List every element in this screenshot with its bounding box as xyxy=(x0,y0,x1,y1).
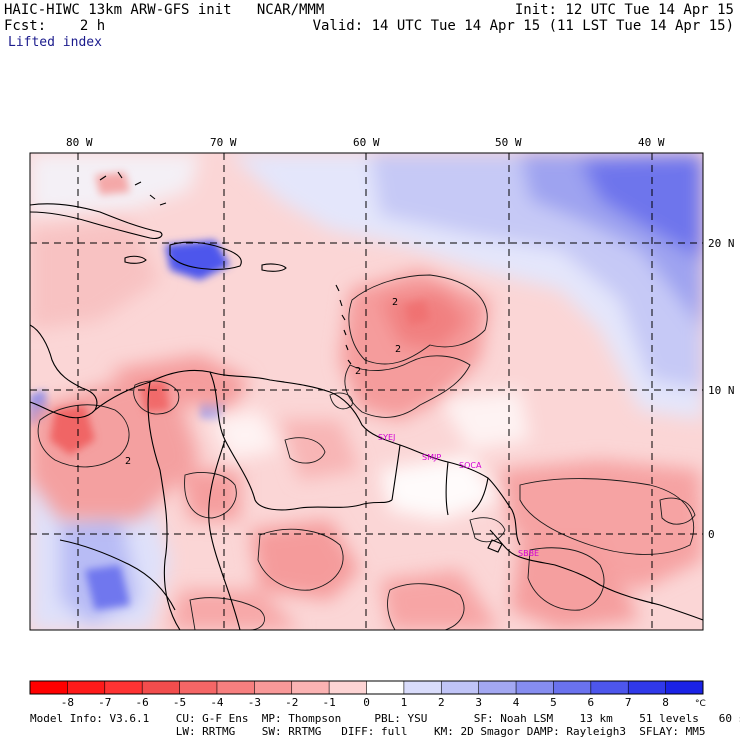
colorbar-tick-label: -8 xyxy=(61,696,74,709)
colorbar-swatch xyxy=(216,681,255,694)
colorbar-tick-label: 3 xyxy=(475,696,482,709)
lon-label-80w: 80 W xyxy=(66,136,93,149)
station-sbbe: SBBE xyxy=(518,549,539,558)
colorbar-swatch xyxy=(441,681,480,694)
colorbar: -8 -7 -6 -5 -4 -3 -2 -1 0 1 2 3 4 5 6 7 8 °C xyxy=(29,680,706,709)
contour-label: 2 xyxy=(355,366,361,377)
colorbar-swatch xyxy=(30,681,68,694)
forecast-hour: Fcst: 2 h xyxy=(4,18,106,34)
contour-label: 2 xyxy=(395,344,401,355)
colorbar-tick-label: 8 xyxy=(662,696,669,709)
colorbar-tick-label: -3 xyxy=(248,696,261,709)
station-smjp: SMJP xyxy=(422,453,441,462)
map-frame xyxy=(29,152,704,631)
colorbar-swatch xyxy=(403,681,442,694)
map-field xyxy=(30,153,703,630)
colorbar-tick-label: 0 xyxy=(363,696,370,709)
colorbar-swatch xyxy=(665,681,704,694)
colorbar-swatch xyxy=(478,681,517,694)
colorbar-tick-label: -4 xyxy=(210,696,224,709)
colorbar-tick-label: -7 xyxy=(98,696,111,709)
lat-label-20n: 20 N xyxy=(708,237,735,250)
colorbar-swatch xyxy=(142,681,181,694)
station-syej: SYEJ xyxy=(378,433,395,442)
colorbar-swatch xyxy=(104,681,143,694)
lon-label-50w: 50 W xyxy=(495,136,522,149)
model-info-line-1: Model Info: V3.6.1 CU: G-F Ens MP: Thomp… xyxy=(30,712,740,725)
colorbar-swatch xyxy=(628,681,667,694)
colorbar-swatch xyxy=(366,681,405,694)
colorbar-tick-label: 5 xyxy=(550,696,557,709)
colorbar-tick-label: 1 xyxy=(401,696,408,709)
colorbar-tick-label: 2 xyxy=(438,696,445,709)
station-soca: SOCA xyxy=(459,461,482,470)
colorbar-tick-label: -1 xyxy=(322,696,335,709)
field-name: Lifted index xyxy=(8,35,102,50)
valid-time: Valid: 14 UTC Tue 14 Apr 15 (11 LST Tue … xyxy=(312,18,734,34)
lat-label-eq: 0 xyxy=(708,528,715,541)
colorbar-swatch xyxy=(254,681,293,694)
colorbar-tick-label: -2 xyxy=(285,696,298,709)
contour-label: 2 xyxy=(392,297,398,308)
lon-label-70w: 70 W xyxy=(210,136,237,149)
contour-label: 2 xyxy=(125,456,131,467)
colorbar-swatch xyxy=(291,681,330,694)
colorbar-swatch xyxy=(329,681,367,694)
colorbar-swatch xyxy=(590,681,629,694)
lon-label-60w: 60 W xyxy=(353,136,380,149)
colorbar-tick-label: 6 xyxy=(588,696,595,709)
model-info-line-2: LW: RRTMG SW: RRTMG DIFF: full KM: 2D Sm… xyxy=(30,725,706,738)
colorbar-swatch xyxy=(67,681,106,694)
colorbar-tick-label: -5 xyxy=(173,696,186,709)
colorbar-swatch xyxy=(516,681,554,694)
colorbar-tick-label: -6 xyxy=(136,696,149,709)
model-title: HAIC-HIWC 13km ARW-GFS init NCAR/MMM xyxy=(4,2,325,18)
lon-label-40w: 40 W xyxy=(638,136,665,149)
init-time: Init: 12 UTC Tue 14 Apr 15 xyxy=(514,2,734,18)
colorbar-swatch xyxy=(179,681,218,694)
lat-label-10n: 10 N xyxy=(708,384,735,397)
colorbar-tick-label: 7 xyxy=(625,696,632,709)
colorbar-tick-label: 4 xyxy=(513,696,520,709)
colorbar-unit: °C xyxy=(695,699,706,709)
colorbar-swatch xyxy=(553,681,592,694)
